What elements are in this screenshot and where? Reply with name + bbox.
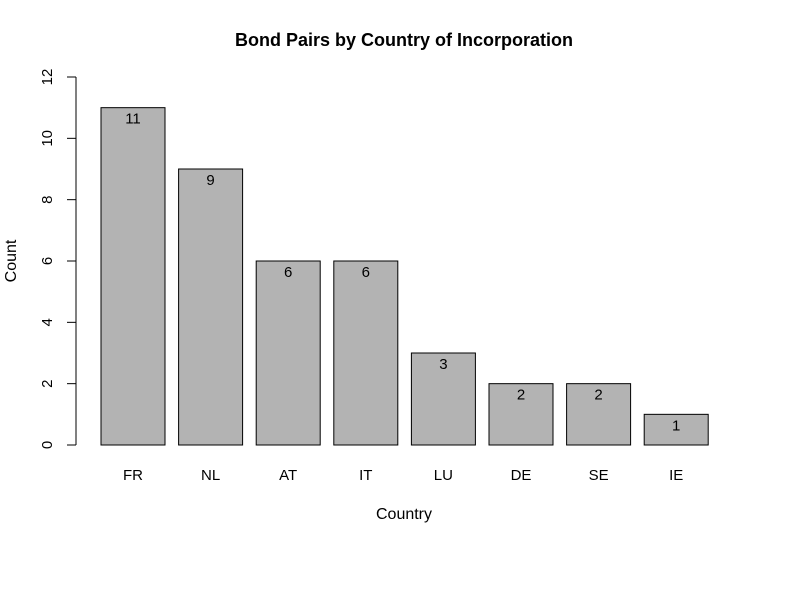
y-tick-label: 12	[39, 69, 56, 86]
data-label: 2	[517, 387, 525, 404]
category-label: LU	[434, 467, 453, 484]
bar-fr	[100, 107, 166, 446]
category-label: AT	[279, 467, 297, 484]
data-label: 3	[439, 356, 447, 373]
x-axis-label: Country	[376, 506, 432, 523]
bar-at	[255, 260, 321, 446]
data-label: 1	[672, 417, 680, 434]
y-tick-label: 2	[39, 379, 56, 387]
y-tick-label: 6	[39, 257, 56, 265]
y-axis: 0 2 4 6 8 10 12	[39, 69, 77, 449]
bar-ie	[643, 413, 709, 446]
category-label: DE	[511, 467, 532, 484]
y-tick-label: 10	[39, 130, 56, 147]
bar-se	[566, 383, 632, 446]
category-labels-group: FR NL AT IT LU DE SE IE	[123, 467, 683, 484]
category-label: IE	[669, 467, 683, 484]
bar-nl	[178, 168, 244, 446]
bar-de	[488, 383, 554, 446]
data-label: 6	[284, 264, 292, 281]
y-tick-label: 0	[39, 441, 56, 449]
y-tick-label: 8	[39, 195, 56, 203]
data-label: 6	[362, 264, 370, 281]
bar-lu	[410, 352, 476, 446]
y-axis-label: Count	[3, 239, 20, 282]
category-label: SE	[589, 467, 609, 484]
data-label: 9	[206, 172, 214, 189]
chart-title: Bond Pairs by Country of Incorporation	[235, 30, 573, 50]
category-label: IT	[359, 467, 372, 484]
bars-group	[100, 107, 709, 446]
category-label: FR	[123, 467, 143, 484]
data-label: 2	[594, 387, 602, 404]
bar-it	[333, 260, 399, 446]
y-tick-label: 4	[39, 318, 56, 326]
data-label: 11	[125, 111, 141, 128]
data-labels-group: 11 9 6 6 3 2 2 1	[125, 111, 680, 435]
category-label: NL	[201, 467, 220, 484]
